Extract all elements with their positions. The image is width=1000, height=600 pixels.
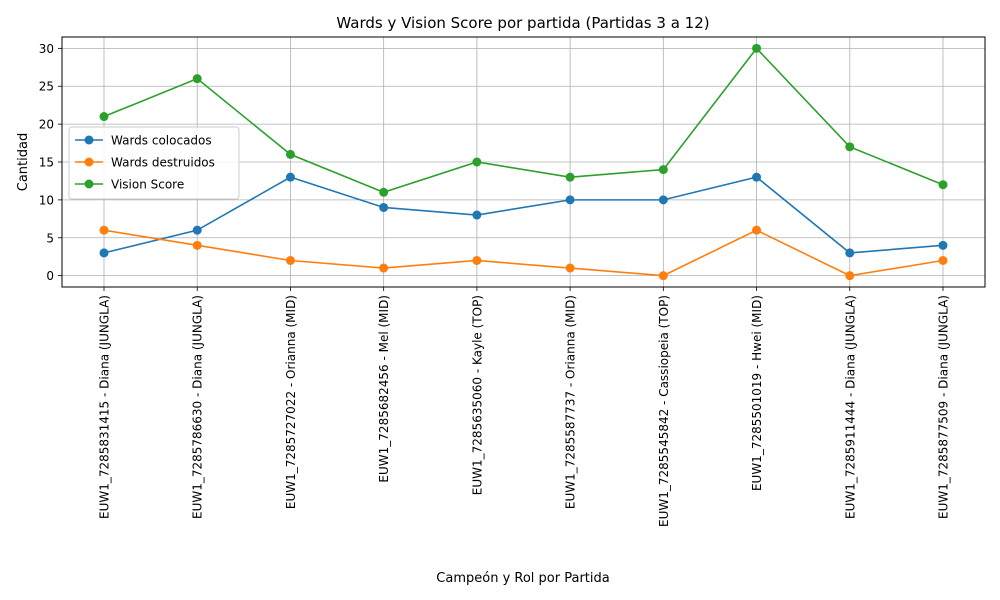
y-tick-label: 30 bbox=[39, 42, 54, 56]
data-point bbox=[472, 210, 482, 220]
data-point bbox=[192, 225, 202, 235]
data-point bbox=[938, 180, 948, 190]
y-tick-label: 0 bbox=[46, 269, 54, 283]
x-tick-label: EUW1_7285501019 - Hwei (MID) bbox=[750, 295, 764, 491]
data-point bbox=[938, 240, 948, 250]
y-tick-label: 25 bbox=[39, 80, 54, 94]
data-point bbox=[658, 271, 668, 281]
data-point bbox=[192, 240, 202, 250]
data-point bbox=[565, 263, 575, 273]
data-point bbox=[845, 142, 855, 152]
x-tick-label: EUW1_7285545842 - Cassiopeia (TOP) bbox=[657, 295, 671, 527]
data-point bbox=[752, 172, 762, 182]
legend-marker bbox=[84, 179, 94, 189]
data-point bbox=[379, 187, 389, 197]
legend-marker bbox=[84, 157, 94, 167]
data-point bbox=[845, 248, 855, 258]
series-line bbox=[103, 176, 944, 254]
y-tick-label: 15 bbox=[39, 156, 54, 170]
x-tick-label: EUW1_7285587737 - Orianna (MID) bbox=[564, 295, 578, 509]
legend-item: Wards destruidos bbox=[75, 156, 215, 170]
y-axis: 0 5 10 15 20 25 30 bbox=[39, 42, 62, 283]
data-point bbox=[285, 255, 295, 265]
data-point bbox=[845, 271, 855, 281]
legend-marker bbox=[84, 135, 94, 145]
data-point bbox=[99, 248, 109, 258]
x-tick-label: EUW1_7285877509 - Diana (JUNGLA) bbox=[937, 295, 951, 519]
grid bbox=[62, 37, 985, 287]
data-point bbox=[472, 157, 482, 167]
y-tick-label: 10 bbox=[39, 193, 54, 207]
series-1 bbox=[99, 172, 948, 258]
data-point bbox=[192, 74, 202, 84]
data-point bbox=[472, 255, 482, 265]
x-tick-label: EUW1_7285831415 - Diana (JUNGLA) bbox=[98, 295, 112, 519]
data-point bbox=[379, 202, 389, 212]
legend-label: Vision Score bbox=[111, 178, 184, 192]
data-point bbox=[565, 172, 575, 182]
data-point bbox=[99, 112, 109, 122]
series-2 bbox=[99, 225, 948, 281]
series-line bbox=[103, 229, 944, 277]
data-point bbox=[752, 43, 762, 53]
legend: Wards colocados Wards destruidos Vision Sc… bbox=[68, 126, 240, 200]
x-axis: EUW1_7285831415 - Diana (JUNGLA) EUW1_728… bbox=[98, 287, 951, 527]
data-point bbox=[285, 172, 295, 182]
legend-label: Wards destruidos bbox=[111, 156, 215, 170]
legend-item: Wards colocados bbox=[75, 134, 212, 148]
series-group bbox=[99, 43, 948, 281]
data-point bbox=[658, 195, 668, 205]
x-tick-label: EUW1_7285911444 - Diana (JUNGLA) bbox=[843, 295, 857, 519]
x-axis-label: Campeón y Rol por Partida bbox=[436, 571, 609, 586]
x-tick-label: EUW1_7285727022 - Orianna (MID) bbox=[284, 295, 298, 509]
legend-box bbox=[68, 126, 240, 200]
series-3 bbox=[99, 43, 948, 197]
y-tick-label: 20 bbox=[39, 118, 54, 132]
data-point bbox=[565, 195, 575, 205]
y-axis-label: Cantidad bbox=[16, 133, 31, 191]
data-point bbox=[938, 255, 948, 265]
chart-title: Wards y Vision Score por partida (Partid… bbox=[336, 14, 709, 32]
legend-label: Wards colocados bbox=[111, 134, 212, 148]
y-tick-label: 5 bbox=[46, 231, 54, 245]
x-tick-label: EUW1_7285682456 - Mel (MID) bbox=[377, 295, 391, 483]
data-point bbox=[752, 225, 762, 235]
data-point bbox=[99, 225, 109, 235]
data-point bbox=[285, 149, 295, 159]
x-tick-label: EUW1_7285786630 - Diana (JUNGLA) bbox=[191, 295, 205, 519]
series-line bbox=[103, 47, 944, 194]
legend-item: Vision Score bbox=[75, 178, 184, 192]
data-point bbox=[379, 263, 389, 273]
data-point bbox=[658, 165, 668, 175]
x-tick-label: EUW1_7285635060 - Kayle (TOP) bbox=[470, 295, 484, 495]
